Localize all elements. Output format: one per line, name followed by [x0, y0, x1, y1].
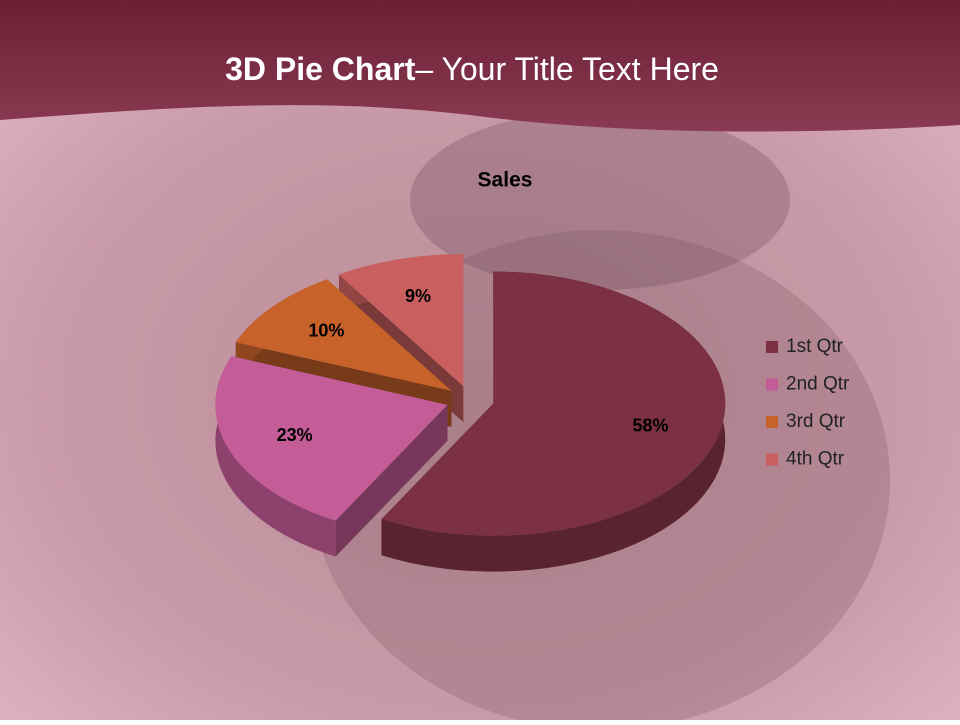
data-label: 10%: [308, 321, 344, 341]
title-rest: – Your Title Text Here: [415, 51, 719, 87]
legend-swatch: [766, 341, 778, 353]
pie: 58% 23% 10% 9%: [215, 254, 726, 572]
legend-swatch: [766, 416, 778, 428]
legend-label: 2nd Qtr: [786, 374, 850, 395]
pie-slice: [235, 279, 452, 391]
legend-swatch: [766, 378, 778, 391]
data-label: 9%: [405, 286, 431, 306]
legend-label: 3rd Qtr: [786, 411, 846, 432]
legend-label: 4th Qtr: [786, 449, 845, 470]
slice-side: [335, 404, 448, 557]
legend-swatch: [766, 453, 778, 466]
header-band: [0, 0, 960, 132]
data-label: 23%: [277, 425, 313, 445]
legend-label: 1st Qtr: [786, 336, 844, 357]
legend: 1st Qtr 2nd Qtr 3rd Qtr 4th Qtr: [766, 336, 850, 470]
title-bold: 3D Pie Chart: [225, 51, 416, 87]
pie-slice: [338, 254, 464, 387]
grapes-shadow: [410, 110, 790, 290]
slide-title: 3D Pie Chart– Your Title Text Here: [225, 51, 719, 87]
pie-slice: [215, 356, 448, 521]
slice-side: [381, 271, 726, 572]
pie-slice: [381, 271, 726, 536]
data-label: 58%: [633, 415, 669, 435]
chart-title: Sales: [478, 169, 533, 192]
